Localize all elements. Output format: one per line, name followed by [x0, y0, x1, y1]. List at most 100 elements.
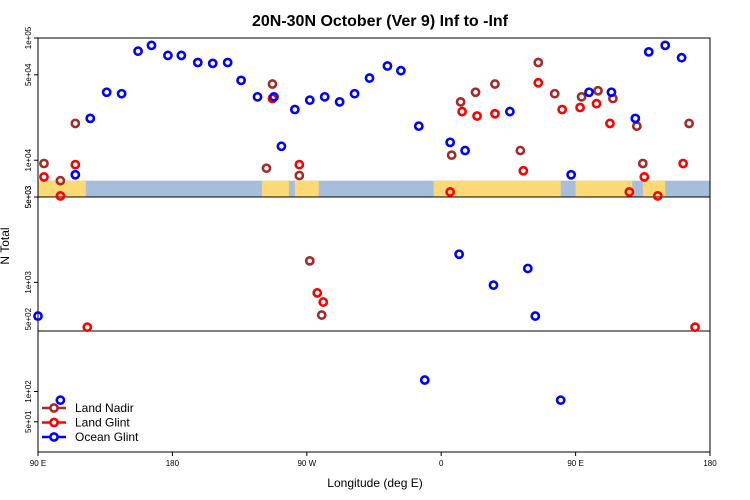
- data-point: [504, 106, 515, 117]
- data-point: [454, 249, 465, 260]
- x-tick-label: 90 E: [567, 459, 583, 468]
- data-point: [261, 163, 272, 174]
- data-point: [419, 375, 430, 385]
- legend-marker: [49, 403, 59, 413]
- data-point: [334, 97, 345, 107]
- data-point: [349, 88, 360, 99]
- x-tick-label: 90 E: [30, 459, 46, 468]
- data-point: [518, 165, 529, 176]
- data-point: [522, 263, 533, 274]
- data-point: [252, 91, 263, 102]
- data-point: [413, 121, 424, 132]
- x-tick-label: 180: [166, 459, 180, 468]
- data-point: [70, 169, 81, 180]
- data-point: [70, 118, 81, 129]
- data-point: [39, 172, 49, 182]
- data-point: [207, 58, 218, 69]
- data-point: [549, 88, 560, 99]
- data-point: [85, 113, 96, 124]
- data-point: [318, 297, 329, 307]
- data-point: [312, 288, 323, 298]
- y-tick-label: 5e+03: [24, 185, 33, 208]
- data-point: [575, 102, 585, 113]
- data-point: [395, 65, 406, 76]
- data-point: [276, 141, 287, 152]
- data-point: [490, 79, 500, 89]
- data-point: [678, 158, 689, 169]
- data-point: [55, 395, 66, 406]
- data-point: [643, 46, 654, 57]
- data-point: [304, 95, 315, 106]
- data-point: [591, 98, 602, 109]
- data-point: [652, 191, 663, 201]
- data-point: [639, 172, 650, 182]
- data-point: [470, 87, 481, 98]
- data-point: [445, 187, 456, 197]
- map-strip-land: [38, 180, 86, 197]
- legend-label: Ocean Glint: [75, 430, 139, 444]
- data-point: [304, 255, 315, 266]
- data-point: [593, 85, 603, 96]
- y-tick-label: 1e+02: [24, 380, 33, 403]
- data-point: [319, 91, 330, 102]
- series-land-glint: [39, 77, 700, 333]
- x-tick-label: 180: [703, 459, 717, 468]
- data-point: [289, 104, 300, 115]
- plot-area: 5e+031e+045e+041e+055e+021e+035e+035e+01…: [24, 26, 717, 468]
- y-tick-label: 5e+04: [24, 63, 33, 86]
- data-point: [455, 97, 466, 107]
- data-point: [676, 52, 687, 63]
- data-point: [33, 311, 43, 321]
- data-point: [576, 91, 587, 102]
- data-point: [55, 175, 66, 186]
- series-ocean-glint: [33, 40, 687, 406]
- data-point: [684, 118, 694, 129]
- map-strip-land: [294, 180, 319, 197]
- y-tick-label: 5e+03: [24, 185, 33, 208]
- data-point: [637, 158, 648, 169]
- data-point: [382, 61, 393, 71]
- y-tick-label: 5e+02: [24, 307, 33, 330]
- data-point: [445, 137, 456, 148]
- data-point: [176, 50, 187, 61]
- data-point: [566, 169, 577, 180]
- data-point: [624, 187, 635, 197]
- data-point: [364, 73, 375, 83]
- data-point: [82, 322, 93, 333]
- data-point: [660, 40, 671, 51]
- x-axis-label: Longitude (deg E): [327, 476, 422, 490]
- data-point: [490, 108, 500, 119]
- data-point: [533, 57, 544, 68]
- data-point: [101, 87, 112, 98]
- y-axis-label: N Total: [0, 227, 12, 264]
- y-tick-label: 1e+04: [24, 148, 33, 171]
- legend-label: Land Nadir: [75, 401, 134, 415]
- data-point: [557, 104, 568, 115]
- chart-title: 20N-30N October (Ver 9) Inf to -Inf: [252, 13, 509, 30]
- data-point: [630, 113, 641, 124]
- data-point: [605, 118, 615, 129]
- data-point: [133, 46, 143, 57]
- legend-label: Land Glint: [75, 416, 130, 430]
- data-point: [533, 77, 544, 88]
- y-tick-label: 1e+05: [24, 26, 33, 49]
- data-point: [269, 91, 279, 102]
- x-tick-label: 0: [439, 459, 444, 468]
- data-point: [70, 159, 81, 170]
- data-point: [555, 395, 566, 406]
- data-point: [460, 145, 470, 156]
- data-point: [236, 75, 246, 86]
- series-land-nadir: [39, 57, 694, 320]
- data-point: [39, 158, 49, 169]
- data-point: [163, 50, 173, 61]
- data-point: [146, 40, 157, 51]
- legend-marker: [49, 432, 59, 442]
- data-point: [584, 87, 594, 98]
- y-tick-label: 5e+01: [24, 410, 33, 433]
- data-point: [192, 57, 203, 68]
- data-point: [316, 310, 327, 320]
- map-strip-land: [575, 180, 633, 197]
- data-point: [472, 111, 482, 121]
